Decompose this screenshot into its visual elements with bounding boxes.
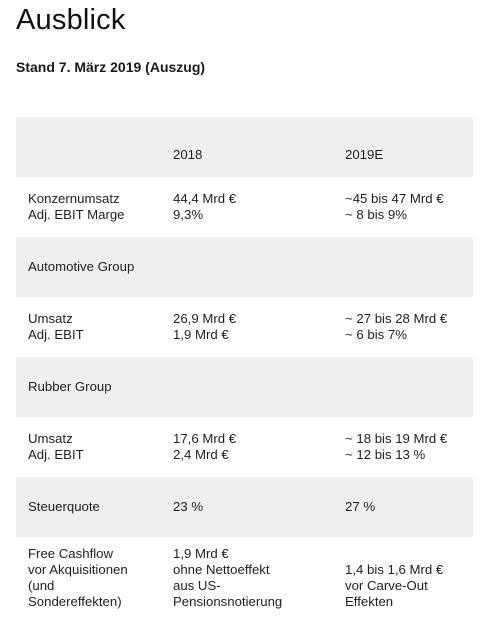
row-value-2018: 17,6 Mrd € 2,4 Mrd € xyxy=(173,431,237,462)
row-label: Free Cashflow vor Akquisitionen (und Son… xyxy=(28,546,128,609)
table-header-row: 2018 2019E xyxy=(16,117,473,177)
table-row-steuerquote: Steuerquote 23 % 27 % xyxy=(16,477,473,537)
table-row-konzern: Konzernumsatz Adj. EBIT Marge 44,4 Mrd €… xyxy=(16,177,473,237)
section-label: Automotive Group xyxy=(28,259,135,274)
table-row-rubber: Umsatz Adj. EBIT 17,6 Mrd € 2,4 Mrd € ~ … xyxy=(16,417,473,477)
outlook-table: 2018 2019E Konzernumsatz Adj. EBIT Marge… xyxy=(16,117,473,622)
row-value-2018: 44,4 Mrd € 9,3% xyxy=(173,191,237,222)
row-value-2018: 1,9 Mrd € ohne Nettoeffekt aus US- Pensi… xyxy=(173,546,283,609)
page-title: Ausblick xyxy=(16,4,126,36)
section-label: Rubber Group xyxy=(28,379,112,394)
row-label: Steuerquote xyxy=(28,499,100,514)
row-label: Umsatz Adj. EBIT xyxy=(28,311,84,342)
table-row-free-cashflow: Free Cashflow vor Akquisitionen (und Son… xyxy=(16,537,473,622)
row-value-2018: 26,9 Mrd € 1,9 Mrd € xyxy=(173,311,237,342)
column-header-2019e: 2019E xyxy=(345,147,384,162)
row-value-2019e: ~ 18 bis 19 Mrd € ~ 12 bis 13 % xyxy=(345,431,448,462)
row-label: Umsatz Adj. EBIT xyxy=(28,431,84,462)
row-value-2018: 23 % xyxy=(173,499,204,514)
page-subtitle: Stand 7. März 2019 (Auszug) xyxy=(16,59,206,75)
row-value-2019e: ~ 27 bis 28 Mrd € ~ 6 bis 7% xyxy=(345,311,448,342)
row-value-2019e: 1,4 bis 1,6 Mrd € vor Carve-Out Effekten xyxy=(345,562,444,609)
row-value-2019e: ~45 bis 47 Mrd € ~ 8 bis 9% xyxy=(345,191,444,222)
section-row-rubber: Rubber Group xyxy=(16,357,473,417)
column-header-2018: 2018 xyxy=(173,147,203,162)
table-row-automotive: Umsatz Adj. EBIT 26,9 Mrd € 1,9 Mrd € ~ … xyxy=(16,297,473,357)
section-row-automotive: Automotive Group xyxy=(16,237,473,297)
row-value-2019e: 27 % xyxy=(345,499,376,514)
row-label: Konzernumsatz Adj. EBIT Marge xyxy=(28,191,125,222)
